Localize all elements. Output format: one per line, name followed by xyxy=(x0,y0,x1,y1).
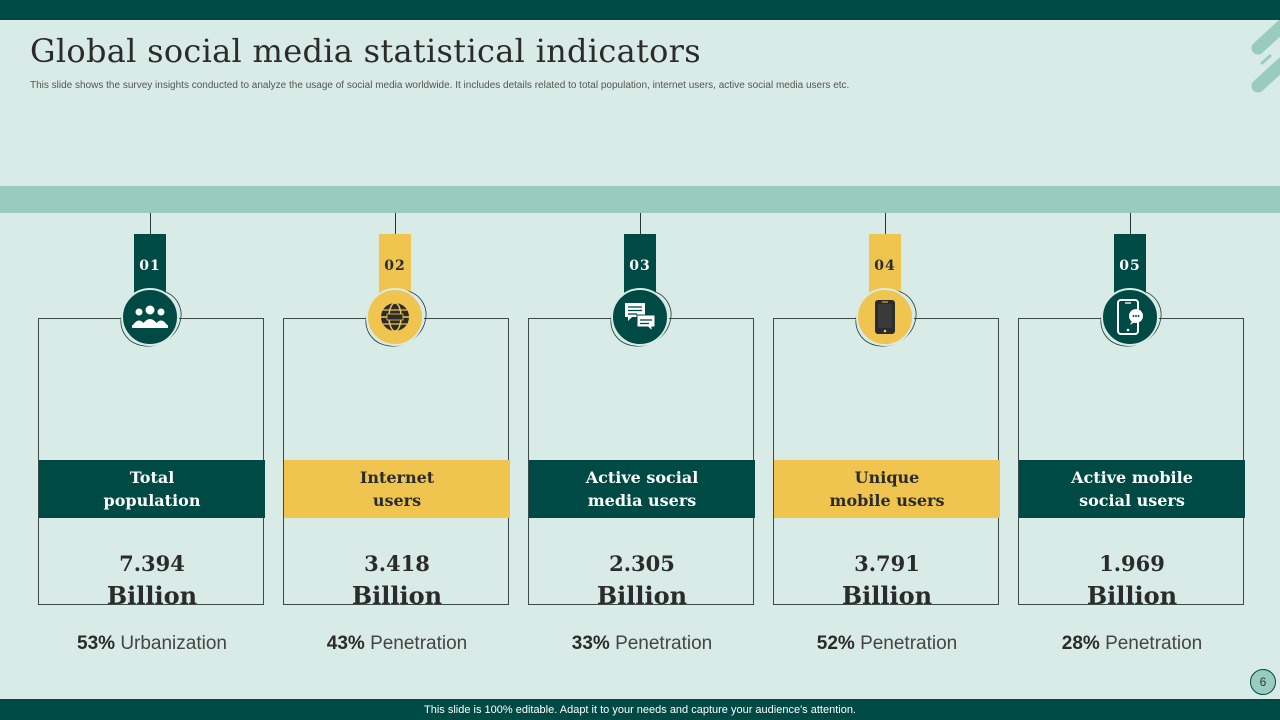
people-group-icon xyxy=(121,288,179,346)
indicator-icon-badge xyxy=(118,285,184,351)
hang-line xyxy=(395,213,396,235)
globe-icon xyxy=(366,288,424,346)
indicator-percent-line: 43% Penetration xyxy=(284,633,510,655)
footer-text: This slide is 100% editable. Adapt it to… xyxy=(424,703,856,716)
indicator-metric: Penetration xyxy=(615,633,713,654)
page-title: Global social media statistical indicato… xyxy=(30,32,701,70)
indicator-percent-line: 33% Penetration xyxy=(529,633,755,655)
smartphone-icon xyxy=(856,288,914,346)
indicator-icon-badge xyxy=(1098,285,1164,351)
page-subtitle: This slide shows the survey insights con… xyxy=(30,80,850,91)
chat-bubbles-icon xyxy=(611,288,669,346)
indicator-percent-line: 53% Urbanization xyxy=(39,633,265,655)
indicator-total-population: 01 Total population 7.394 Billion 53% Ur… xyxy=(38,213,265,654)
indicator-card: Total population 7.394 Billion 53% Urban… xyxy=(38,318,265,654)
indicator-internet-users: 02 Internet users 3.418 Billion 43% Pene… xyxy=(283,213,510,654)
indicator-percent-line: 28% Penetration xyxy=(1019,633,1245,655)
indicator-value: 3.791 xyxy=(854,551,920,576)
indicator-unit: Billion xyxy=(841,581,933,610)
indicator-percent: 33% xyxy=(571,633,610,654)
indicator-metric: Penetration xyxy=(1105,633,1203,654)
indicator-unit: Billion xyxy=(351,581,443,610)
indicator-unique-mobile-users: 04 Unique mobile users 3.791 Billion 52%… xyxy=(773,213,1000,654)
indicator-unit: Billion xyxy=(596,581,688,610)
indicator-icon-badge xyxy=(853,285,919,351)
indicator-value: 1.969 xyxy=(1099,551,1165,576)
indicator-percent: 52% xyxy=(816,633,855,654)
top-bar xyxy=(0,0,1280,20)
indicator-percent-line: 52% Penetration xyxy=(774,633,1000,655)
indicator-percent: 43% xyxy=(326,633,365,654)
indicator-number-tag: 02 xyxy=(379,234,411,298)
indicator-card: Active mobile social users 1.969 Billion… xyxy=(1018,318,1245,654)
indicator-icon-badge xyxy=(363,285,429,351)
indicator-label: Active mobile social users xyxy=(1019,460,1245,518)
hang-line xyxy=(1130,213,1131,235)
indicator-label: Unique mobile users xyxy=(774,460,1000,518)
indicator-number-tag: 05 xyxy=(1114,234,1146,298)
indicator-card: Internet users 3.418 Billion 43% Penetra… xyxy=(283,318,510,654)
indicator-label: Total population xyxy=(39,460,265,518)
indicator-number-tag: 03 xyxy=(624,234,656,298)
indicator-card: Active social media users 2.305 Billion … xyxy=(528,318,755,654)
indicator-icon-badge xyxy=(608,285,674,351)
indicator-value: 7.394 xyxy=(119,551,185,576)
hang-line xyxy=(885,213,886,235)
indicator-number-tag: 01 xyxy=(134,234,166,298)
indicator-metric: Penetration xyxy=(860,633,958,654)
indicator-label: Internet users xyxy=(284,460,510,518)
hang-line xyxy=(640,213,641,235)
indicator-value: 2.305 xyxy=(609,551,675,576)
indicator-unit: Billion xyxy=(106,581,198,610)
indicator-label: Active social media users xyxy=(529,460,755,518)
indicator-percent: 28% xyxy=(1061,633,1100,654)
indicator-value: 3.418 xyxy=(364,551,430,576)
mobile-chat-icon xyxy=(1101,288,1159,346)
header-band xyxy=(0,186,1280,213)
indicator-active-mobile-social-users: 05 Active mobile social users 1.969 Bill… xyxy=(1018,213,1245,654)
hang-line xyxy=(150,213,151,235)
page-number: 6 xyxy=(1250,669,1276,695)
indicator-active-social-media-users: 03 Active social media users 2.305 Billi… xyxy=(528,213,755,654)
indicator-metric: Urbanization xyxy=(120,633,227,654)
indicator-metric: Penetration xyxy=(370,633,468,654)
decorative-stripes-icon xyxy=(1251,20,1280,93)
indicator-percent: 53% xyxy=(77,633,116,654)
indicator-number-tag: 04 xyxy=(869,234,901,298)
indicator-unit: Billion xyxy=(1086,581,1178,610)
footer-bar: This slide is 100% editable. Adapt it to… xyxy=(0,699,1280,720)
indicator-card: Unique mobile users 3.791 Billion 52% Pe… xyxy=(773,318,1000,654)
